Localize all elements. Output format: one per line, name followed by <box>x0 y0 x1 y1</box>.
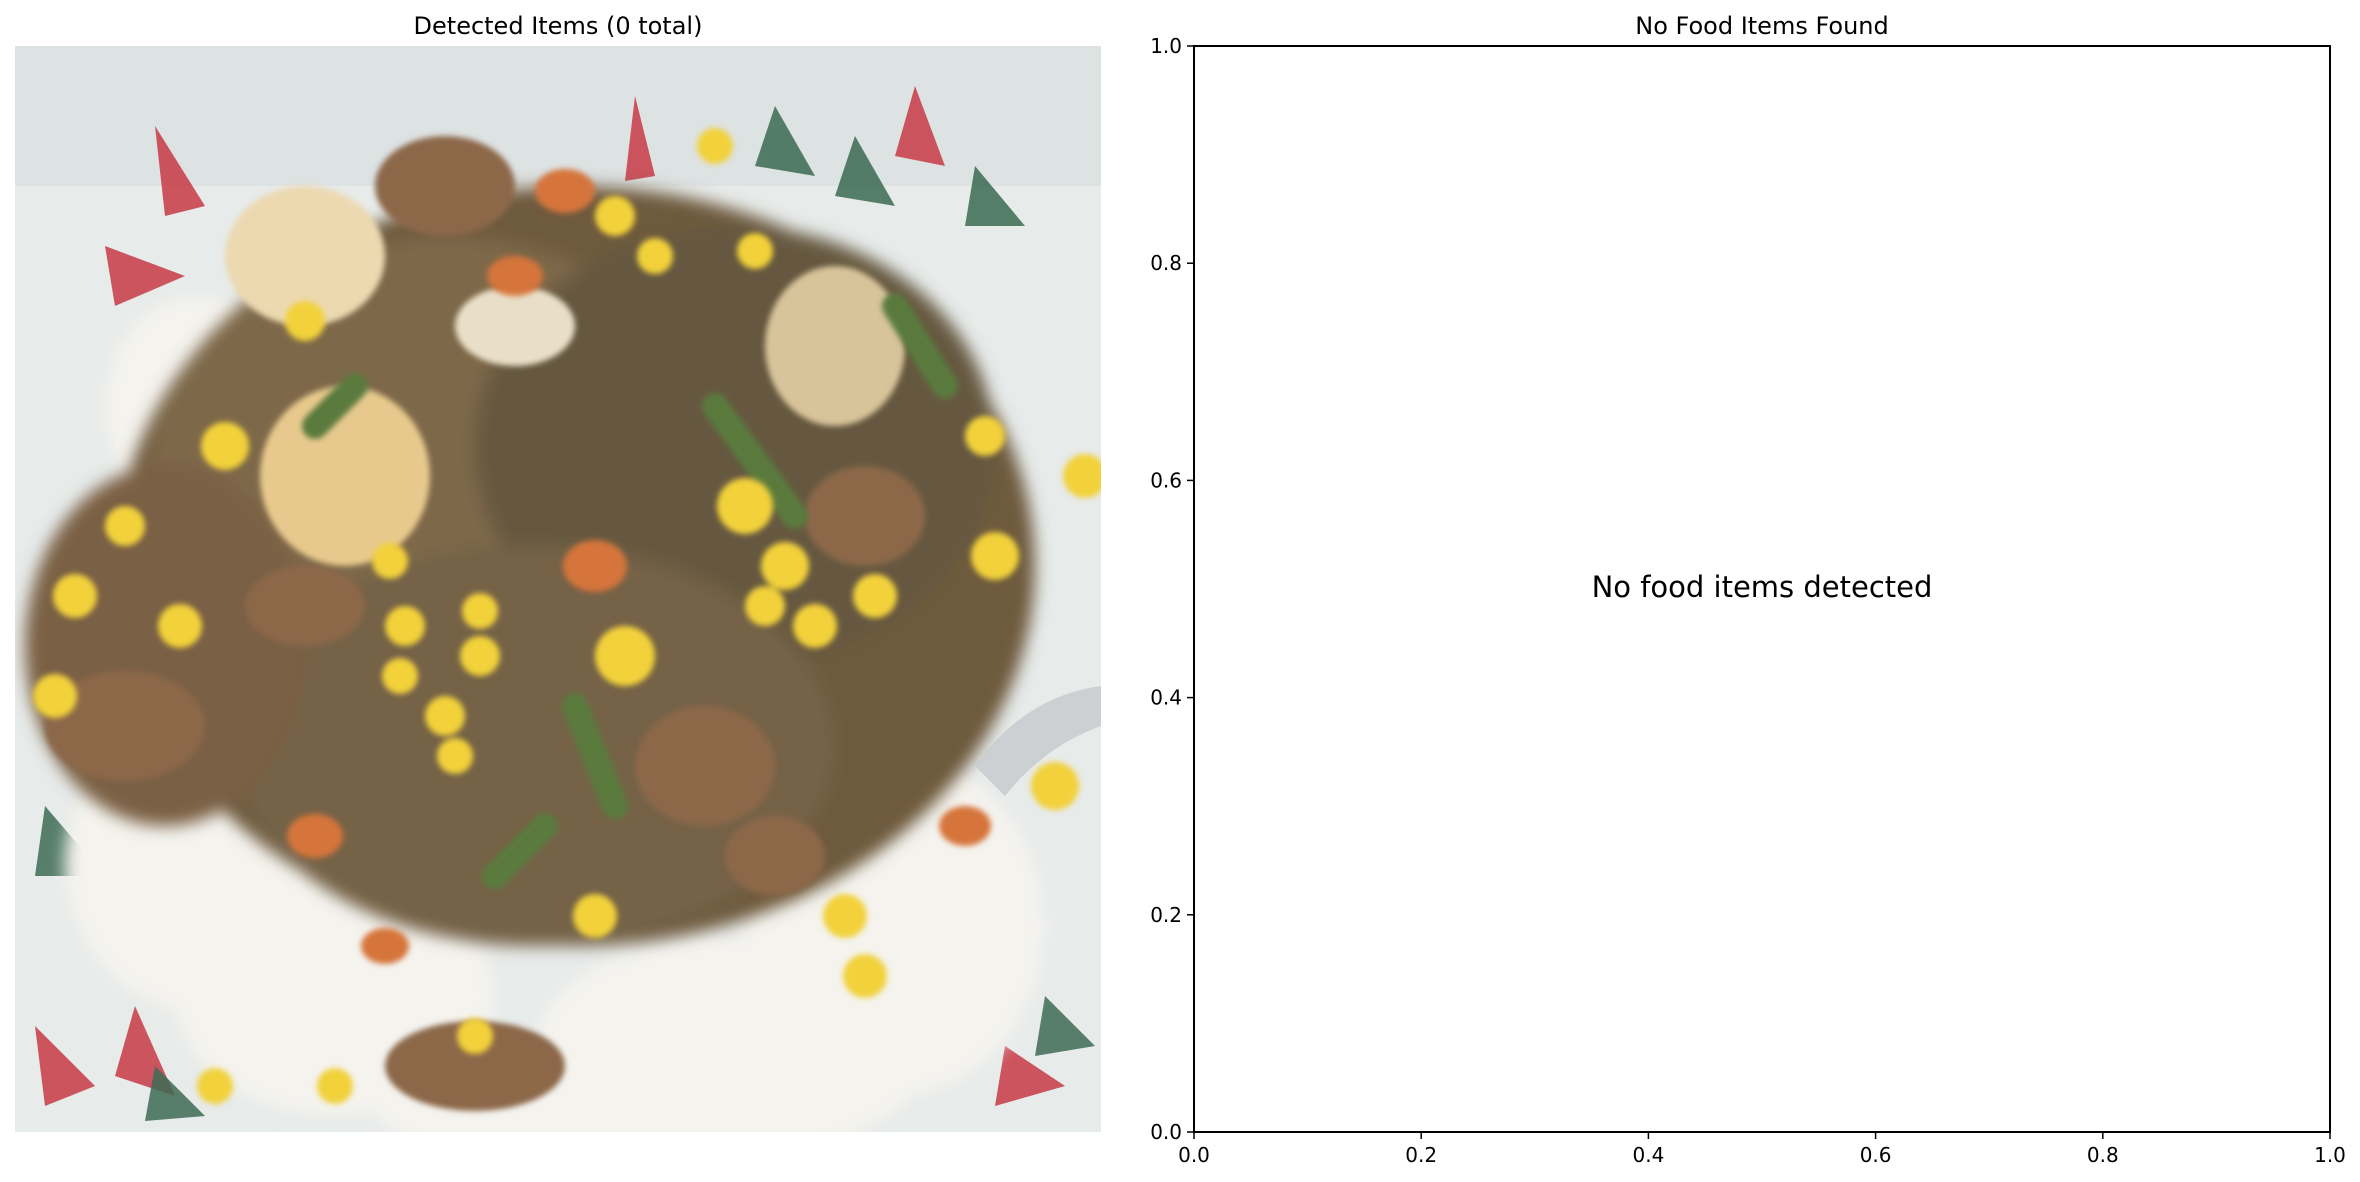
plot-area <box>1193 45 2331 1133</box>
plate-rim-pattern <box>35 86 1065 1106</box>
left-panel-title: Detected Items (0 total) <box>413 12 703 40</box>
y-tick-label: 0.0 <box>1150 1120 1182 1144</box>
x-axis: 0.0 0.2 0.4 0.6 0.8 1.0 <box>1178 1132 2346 1167</box>
x-tick-label: 1.0 <box>2314 1143 2346 1167</box>
no-data-message: No food items detected <box>1592 570 1933 604</box>
x-tick-label: 0.6 <box>1860 1143 1892 1167</box>
y-tick-label: 0.6 <box>1150 468 1182 492</box>
x-tick-label: 0.0 <box>1178 1143 1210 1167</box>
y-tick-label: 0.2 <box>1150 903 1182 927</box>
food-photo <box>15 46 1101 1132</box>
y-axis: 0.0 0.2 0.4 0.6 0.8 1.0 <box>1150 34 1194 1144</box>
y-tick-label: 0.8 <box>1150 251 1182 275</box>
y-tick-label: 1.0 <box>1150 34 1182 58</box>
chart-title: No Food Items Found <box>1635 12 1889 40</box>
x-tick-label: 0.8 <box>2087 1143 2119 1167</box>
x-tick-label: 0.4 <box>1632 1143 1664 1167</box>
spoon <box>975 686 1101 796</box>
x-tick-label: 0.2 <box>1405 1143 1437 1167</box>
y-tick-label: 0.4 <box>1150 686 1182 710</box>
